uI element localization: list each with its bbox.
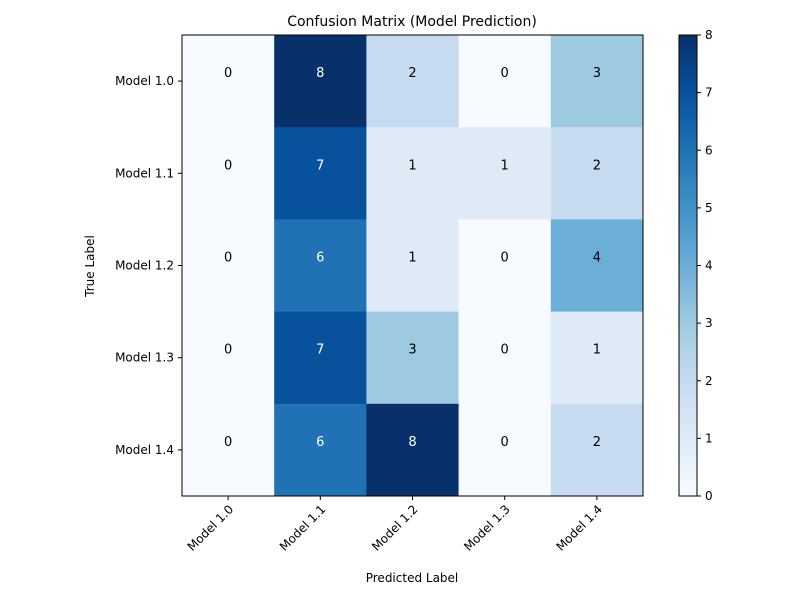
y-tick-label: Model 1.0: [115, 74, 174, 88]
cell-value-label: 8: [408, 435, 416, 450]
x-tick-label: Model 1.4: [553, 502, 605, 554]
y-axis-label: True Label: [83, 235, 97, 298]
heatmap-cell: [274, 403, 367, 497]
cell-value-label: 1: [408, 158, 416, 173]
heatmap-cell: [458, 311, 552, 405]
colorbar-tick-label: 4: [705, 259, 713, 273]
chart-title: Confusion Matrix (Model Prediction): [287, 14, 537, 30]
cell-value-label: 2: [593, 435, 601, 450]
cell-value-label: 2: [593, 158, 601, 173]
cell-value-label: 1: [408, 251, 416, 266]
heatmap-cell: [182, 219, 275, 313]
cell-value-label: 1: [593, 343, 601, 358]
heatmap-cell: [366, 127, 460, 220]
cell-value-label: 2: [408, 66, 416, 81]
heatmap-cell: [182, 127, 275, 220]
cell-value-label: 0: [224, 66, 232, 81]
y-tick-label: Model 1.3: [115, 351, 174, 365]
heatmap-cell: [274, 311, 367, 405]
y-tick-label: Model 1.4: [115, 443, 174, 457]
cell-value-label: 6: [316, 435, 324, 450]
heatmap-cell: [458, 403, 552, 497]
heatmap-cell: [274, 127, 367, 220]
heatmap-cell: [366, 311, 460, 405]
heatmap-cell: [550, 403, 644, 497]
heatmap-cell: [274, 219, 367, 313]
cell-value-label: 7: [316, 343, 324, 358]
colorbar-tick-label: 3: [705, 316, 713, 330]
heatmap-cells: [182, 35, 644, 497]
colorbar: [678, 34, 698, 497]
y-tick-label: Model 1.2: [115, 259, 174, 273]
colorbar-ticks: 0 1 2 3 4 5 6 7 8: [697, 28, 713, 503]
cell-value-label: 4: [593, 251, 601, 266]
colorbar-tick-label: 2: [705, 374, 713, 388]
cell-value-label: 7: [316, 158, 324, 173]
cell-value-label: 0: [501, 435, 509, 450]
cell-value-label: 0: [224, 158, 232, 173]
heatmap-cell: [366, 403, 460, 497]
heatmap-cell: [550, 35, 644, 128]
heatmap-cell: [458, 219, 552, 313]
cell-value-label: 0: [224, 343, 232, 358]
colorbar-tick-label: 7: [705, 86, 713, 100]
cell-value-label: 0: [224, 251, 232, 266]
heatmap-cell: [366, 219, 460, 313]
x-axis-ticks: Model 1.0 Model 1.1 Model 1.2 Model 1.3 Mode…: [185, 496, 605, 554]
colorbar-tick-label: 0: [705, 489, 713, 503]
cell-value-labels: 0 8 2 0 3 0 7 1 1 2 0 6 1 0 4 0 7 3 0 1 0 6 8 0 2: [224, 66, 601, 450]
x-axis-label: Predicted Label: [366, 571, 459, 585]
heatmap-cell: [550, 219, 644, 313]
colorbar-tick-label: 5: [705, 201, 713, 215]
x-tick-label: Model 1.0: [185, 502, 237, 554]
cell-value-label: 3: [408, 343, 416, 358]
y-axis-ticks: Model 1.0 Model 1.1 Model 1.2 Model 1.3 Mode…: [115, 74, 182, 457]
cell-value-label: 1: [501, 158, 509, 173]
cell-value-label: 6: [316, 251, 324, 266]
colorbar-tick-label: 8: [705, 28, 713, 42]
cell-value-label: 0: [224, 435, 232, 450]
heatmap-cell: [366, 35, 460, 128]
heatmap-cell: [458, 127, 552, 220]
x-tick-label: Model 1.1: [277, 502, 329, 554]
x-tick-label: Model 1.2: [369, 502, 421, 554]
heatmap-cell: [550, 311, 644, 405]
heatmap-cell: [274, 35, 367, 128]
y-tick-label: Model 1.1: [115, 166, 174, 180]
heatmap-cell: [458, 35, 552, 128]
colorbar-tick-label: 1: [705, 431, 713, 445]
cell-value-label: 0: [501, 251, 509, 266]
cell-value-label: 8: [316, 66, 324, 81]
heatmap-cell: [182, 403, 275, 497]
heatmap-cell: [550, 127, 644, 220]
heatmap-cell: [182, 35, 275, 128]
cell-value-label: 0: [501, 343, 509, 358]
x-tick-label: Model 1.3: [461, 502, 513, 554]
colorbar-tick-label: 6: [705, 143, 713, 157]
cell-value-label: 0: [501, 66, 509, 81]
heatmap-cell: [182, 311, 275, 405]
cell-value-label: 3: [593, 66, 601, 81]
